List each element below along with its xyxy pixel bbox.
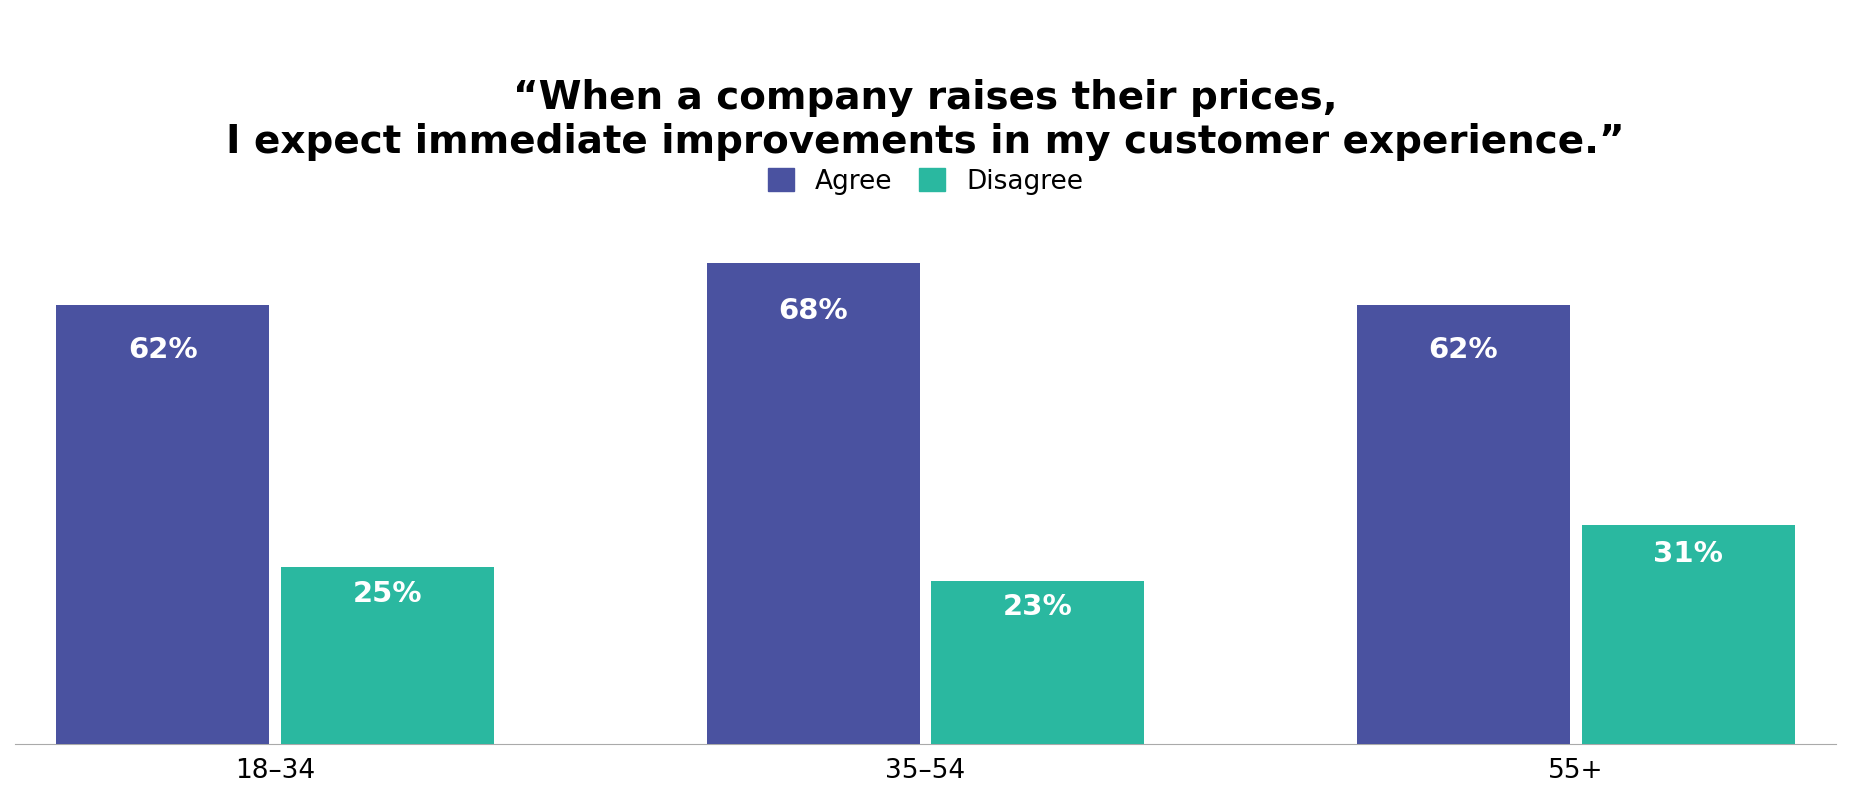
- Text: 31%: 31%: [1653, 540, 1723, 568]
- Text: 23%: 23%: [1003, 593, 1074, 621]
- Text: 62%: 62%: [128, 336, 198, 364]
- Legend: Agree, Disagree: Agree, Disagree: [757, 157, 1094, 205]
- Bar: [281, 567, 494, 744]
- Bar: [707, 263, 920, 744]
- Title: “When a company raises their prices,
I expect immediate improvements in my custo: “When a company raises their prices, I e…: [226, 79, 1625, 161]
- Bar: [56, 305, 268, 744]
- Text: 62%: 62%: [1429, 336, 1497, 364]
- Text: 25%: 25%: [354, 579, 422, 607]
- Bar: [1357, 305, 1570, 744]
- Text: 68%: 68%: [779, 296, 848, 324]
- Bar: [931, 582, 1144, 744]
- Bar: [1583, 525, 1795, 744]
